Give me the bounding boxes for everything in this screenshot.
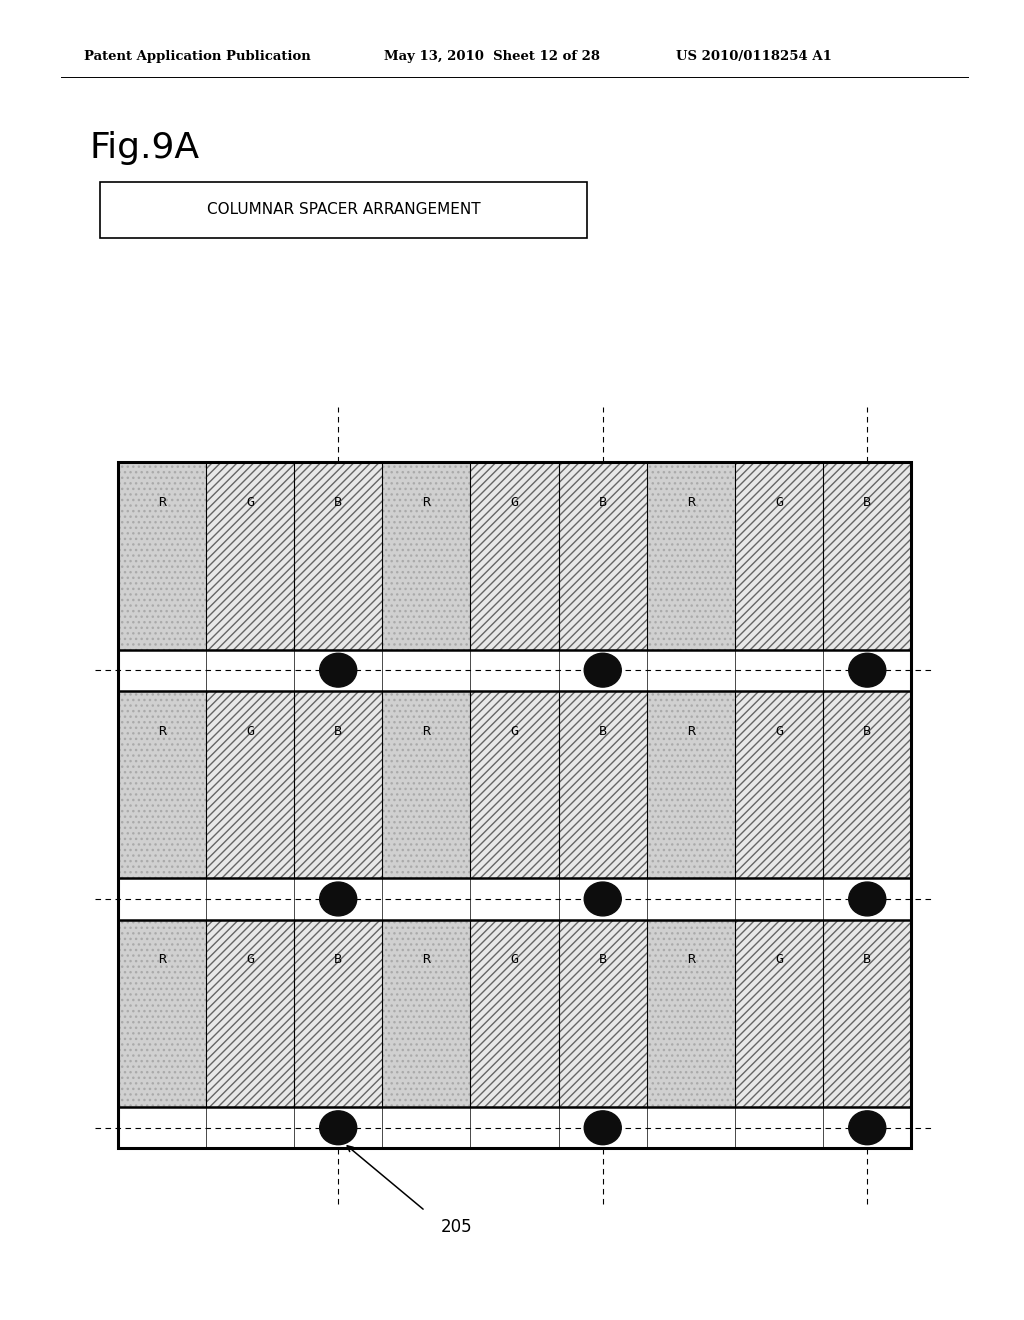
Text: B: B bbox=[334, 953, 342, 966]
Ellipse shape bbox=[319, 653, 356, 688]
Text: G: G bbox=[775, 496, 783, 508]
Text: COLUMNAR SPACER ARRANGEMENT: COLUMNAR SPACER ARRANGEMENT bbox=[207, 202, 480, 218]
Ellipse shape bbox=[319, 1111, 356, 1144]
Bar bbox=[823, 690, 911, 878]
Ellipse shape bbox=[849, 1111, 886, 1144]
Bar bbox=[735, 462, 823, 649]
Bar bbox=[382, 462, 470, 649]
Ellipse shape bbox=[585, 882, 622, 916]
Bar bbox=[118, 649, 911, 690]
Text: B: B bbox=[599, 496, 607, 508]
Bar bbox=[559, 920, 647, 1107]
Text: May 13, 2010  Sheet 12 of 28: May 13, 2010 Sheet 12 of 28 bbox=[384, 50, 600, 63]
Text: B: B bbox=[599, 725, 607, 738]
Text: B: B bbox=[863, 496, 871, 508]
Text: B: B bbox=[334, 725, 342, 738]
Text: G: G bbox=[775, 725, 783, 738]
Bar bbox=[559, 462, 647, 649]
Bar bbox=[735, 920, 823, 1107]
Text: B: B bbox=[863, 725, 871, 738]
Text: Fig.9A: Fig.9A bbox=[89, 131, 200, 165]
Bar bbox=[382, 690, 470, 878]
Bar bbox=[823, 920, 911, 1107]
Text: R: R bbox=[687, 725, 695, 738]
Ellipse shape bbox=[319, 882, 356, 916]
Bar bbox=[647, 462, 735, 649]
Bar bbox=[206, 920, 294, 1107]
Text: B: B bbox=[334, 496, 342, 508]
Bar bbox=[206, 462, 294, 649]
Text: US 2010/0118254 A1: US 2010/0118254 A1 bbox=[676, 50, 831, 63]
Bar bbox=[647, 920, 735, 1107]
Bar bbox=[118, 878, 911, 920]
Text: Patent Application Publication: Patent Application Publication bbox=[84, 50, 310, 63]
Bar bbox=[294, 462, 382, 649]
Bar bbox=[382, 920, 470, 1107]
Ellipse shape bbox=[849, 882, 886, 916]
Bar bbox=[470, 690, 559, 878]
Ellipse shape bbox=[849, 653, 886, 688]
Bar bbox=[206, 690, 294, 878]
Bar bbox=[823, 462, 911, 649]
Text: G: G bbox=[775, 953, 783, 966]
Bar bbox=[294, 920, 382, 1107]
Text: R: R bbox=[422, 725, 430, 738]
Bar bbox=[118, 462, 206, 649]
Text: G: G bbox=[246, 725, 254, 738]
Bar bbox=[470, 462, 559, 649]
Bar bbox=[294, 690, 382, 878]
Bar bbox=[118, 462, 911, 1148]
Text: R: R bbox=[422, 953, 430, 966]
Bar bbox=[118, 1107, 911, 1148]
Ellipse shape bbox=[585, 653, 622, 688]
Text: G: G bbox=[511, 496, 518, 508]
Bar bbox=[118, 690, 206, 878]
FancyBboxPatch shape bbox=[100, 182, 587, 238]
Text: G: G bbox=[511, 953, 518, 966]
Text: R: R bbox=[422, 496, 430, 508]
Bar bbox=[735, 690, 823, 878]
Text: G: G bbox=[511, 725, 518, 738]
Text: R: R bbox=[158, 725, 166, 738]
Bar bbox=[647, 690, 735, 878]
Text: B: B bbox=[863, 953, 871, 966]
Text: R: R bbox=[687, 496, 695, 508]
Bar bbox=[118, 920, 206, 1107]
Bar bbox=[559, 690, 647, 878]
Text: R: R bbox=[158, 953, 166, 966]
Text: G: G bbox=[246, 953, 254, 966]
Text: B: B bbox=[599, 953, 607, 966]
Text: R: R bbox=[687, 953, 695, 966]
Bar bbox=[470, 920, 559, 1107]
Text: 205: 205 bbox=[440, 1218, 472, 1236]
Text: R: R bbox=[158, 496, 166, 508]
Text: G: G bbox=[246, 496, 254, 508]
Ellipse shape bbox=[585, 1111, 622, 1144]
